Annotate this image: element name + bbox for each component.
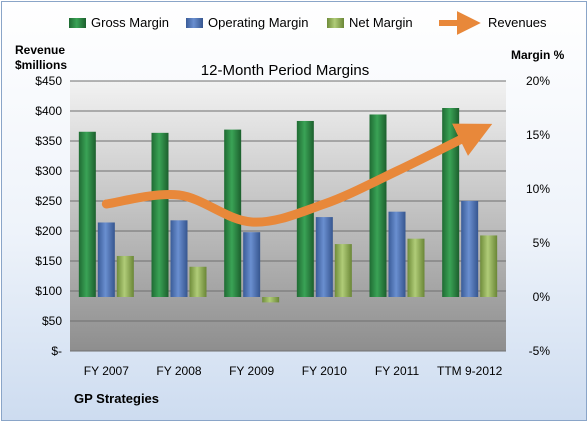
operating-margin-bar — [315, 217, 333, 297]
legend-label-gross-margin: Gross Margin — [91, 15, 169, 30]
gross-margin-bar — [442, 108, 460, 297]
chart-title: 12-Month Period Margins — [201, 62, 369, 79]
y-right-tick-label: 0% — [533, 290, 551, 304]
bars — [78, 108, 498, 303]
y-left-tick-label: $- — [51, 344, 62, 358]
y-right-tick-label: 5% — [533, 236, 551, 250]
gross-margin-bar — [151, 132, 169, 297]
y-left-tick-label: $400 — [35, 104, 62, 118]
x-tick-label: FY 2007 — [84, 364, 129, 378]
x-tick-label: FY 2009 — [229, 364, 274, 378]
gross-margin-bar — [369, 114, 387, 297]
y-right-tick-label: 15% — [526, 128, 550, 142]
y-right-tick-label: 20% — [526, 74, 550, 88]
y-left-tick-label: $250 — [35, 194, 62, 208]
net-margin-bar — [407, 238, 425, 297]
net-margin-bar — [262, 297, 280, 303]
y-left-ticks: $- $50 $100 $150 $200 $250 $300 $350 $400 $450 — [35, 74, 62, 358]
legend-label-revenues: Revenues — [488, 15, 547, 30]
gridlines — [70, 80, 506, 352]
operating-margin-bar — [388, 211, 406, 297]
x-tick-label: FY 2010 — [302, 364, 347, 378]
revenues-line — [101, 123, 493, 227]
y-left-tick-label: $350 — [35, 134, 62, 148]
legend-label-operating-margin: Operating Margin — [208, 15, 308, 30]
y-left-tick-label: $100 — [35, 284, 62, 298]
y-left-tick-label: $300 — [35, 164, 62, 178]
y-right-label: Margin % — [511, 48, 565, 62]
x-tick-label: FY 2008 — [156, 364, 201, 378]
legend-swatch-operating-margin — [186, 18, 203, 28]
net-margin-bar — [116, 255, 134, 297]
net-margin-bar — [189, 266, 207, 297]
net-margin-bar — [480, 235, 498, 297]
y-right-ticks: -5% 0% 5% 10% 15% 20% — [526, 74, 550, 358]
legend: Gross Margin Operating Margin Net Margin… — [69, 11, 547, 35]
y-left-tick-label: $50 — [42, 314, 62, 328]
legend-label-net-margin: Net Margin — [349, 15, 413, 30]
x-tick-label: FY 2011 — [375, 364, 420, 378]
y-left-label-line2: $millions — [15, 58, 67, 72]
y-left-label-line1: Revenue — [15, 43, 65, 57]
x-tick-label: TTM 9-2012 — [437, 364, 503, 378]
x-axis-labels: FY 2007 FY 2008 FY 2009 FY 2010 FY 2011 TTM 9… — [84, 364, 503, 378]
gross-margin-bar — [78, 131, 96, 297]
operating-margin-bar — [97, 222, 115, 297]
legend-swatch-net-margin — [327, 18, 344, 28]
company-name: GP Strategies — [74, 391, 159, 406]
y-left-tick-label: $200 — [35, 224, 62, 238]
y-right-tick-label: 10% — [526, 182, 550, 196]
operating-margin-bar — [243, 232, 261, 297]
operating-margin-bar — [170, 220, 188, 297]
revenues-series-line — [101, 123, 493, 227]
y-left-tick-label: $450 — [35, 74, 62, 88]
y-right-tick-label: -5% — [529, 344, 551, 358]
y-left-tick-label: $150 — [35, 254, 62, 268]
legend-swatch-gross-margin — [69, 18, 86, 28]
operating-margin-bar — [461, 200, 479, 297]
net-margin-bar — [334, 244, 352, 297]
